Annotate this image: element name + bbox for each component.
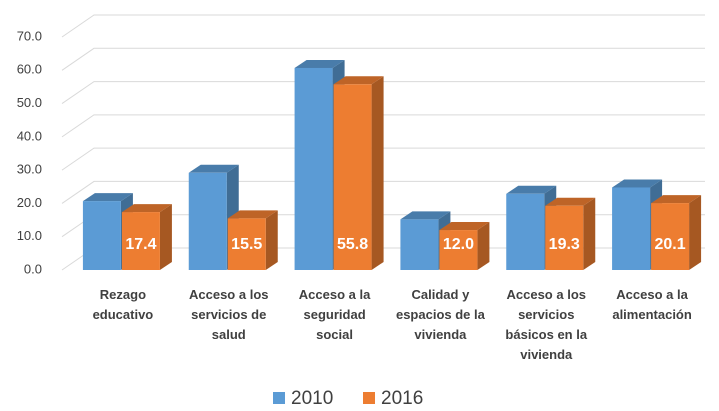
grid-line <box>61 114 705 138</box>
x-tick-label-line: Acceso a la <box>616 287 688 302</box>
value-label: 12.0 <box>443 236 474 253</box>
y-tick-label: 30.0 <box>17 162 42 177</box>
bar <box>121 204 172 270</box>
bar-side <box>159 204 172 270</box>
x-tick-label-line: básicos en la <box>505 327 587 342</box>
legend-swatch <box>363 392 375 404</box>
bar-top <box>651 195 702 204</box>
x-tick-label-line: educativo <box>93 307 154 322</box>
bar-front <box>82 201 121 270</box>
bar-front <box>400 219 439 270</box>
x-tick-label-line: Acceso a los <box>507 287 587 302</box>
bar-front <box>612 187 651 270</box>
y-tick-label: 60.0 <box>17 62 42 77</box>
x-tick-label-line: servicios de <box>191 307 266 322</box>
legend-label: 2010 <box>291 388 333 409</box>
bar-side <box>689 195 702 270</box>
x-tick-label: Acceso a los servicios básicos en la vivien… <box>505 287 587 362</box>
x-tick-label-line: Acceso a los <box>189 287 269 302</box>
bar-side <box>477 222 490 270</box>
x-tick-label-line: vivienda <box>520 347 573 362</box>
grid-line <box>61 180 705 204</box>
x-tick-label: Acceso a la seguridad social <box>299 287 371 342</box>
x-tick-label-line: espacios de la <box>396 307 486 322</box>
value-label: 20.1 <box>655 236 686 253</box>
legend-label: 2016 <box>381 388 423 409</box>
grid-line <box>61 81 705 104</box>
x-tick-label: Calidad y espacios de la vivienda <box>396 287 486 342</box>
bar-side <box>265 210 278 270</box>
bar-top <box>612 179 663 188</box>
bar-top <box>121 204 172 213</box>
bar-front <box>545 205 584 270</box>
bar-side <box>371 76 384 270</box>
grid-line <box>61 147 705 171</box>
bar-front <box>651 203 690 270</box>
bar-front <box>227 218 266 270</box>
bar-top <box>400 211 451 220</box>
y-tick-label: 70.0 <box>17 28 42 43</box>
bar-top <box>227 210 278 219</box>
x-tick-label: Rezago educativo <box>93 287 154 322</box>
x-tick-label-line: seguridad <box>304 307 366 322</box>
legend-swatch <box>273 392 285 404</box>
y-tick-label: 50.0 <box>17 95 42 110</box>
x-tick-label: Acceso a la alimentación <box>612 287 692 322</box>
grid-line <box>61 14 705 38</box>
bar-front <box>333 84 372 270</box>
bar <box>439 222 490 270</box>
bar-top <box>506 185 557 194</box>
bar <box>333 76 384 270</box>
bar-front <box>506 193 545 270</box>
y-tick-label: 40.0 <box>17 128 42 143</box>
bar-side <box>583 197 596 270</box>
bar-top <box>439 222 490 231</box>
bar <box>227 210 278 270</box>
x-tick-label-line: salud <box>212 327 246 342</box>
bar-top <box>545 197 596 206</box>
bar-top <box>294 59 345 68</box>
value-label: 15.5 <box>231 236 262 253</box>
x-tick-label-line: Calidad y <box>412 287 471 302</box>
value-label: 55.8 <box>337 236 368 253</box>
y-tick-label: 20.0 <box>17 195 42 210</box>
x-tick-label-line: alimentación <box>612 307 692 322</box>
value-label: 19.3 <box>549 236 580 253</box>
bar-top <box>333 76 384 85</box>
x-tick-label-line: vivienda <box>414 327 467 342</box>
bar-top <box>82 193 133 202</box>
bar <box>545 197 596 270</box>
x-tick-label-line: servicios <box>518 307 574 322</box>
bar-top <box>188 164 239 173</box>
x-tick-label-line: Rezago <box>100 287 146 302</box>
y-tick-label: 10.0 <box>17 228 42 243</box>
bar-front <box>188 172 227 270</box>
grid-line <box>61 47 705 71</box>
x-tick-label-line: social <box>316 327 353 342</box>
x-tick-label: Acceso a los servicios de salud <box>189 287 269 342</box>
x-tick-label-line: Acceso a la <box>299 287 371 302</box>
bar-front <box>294 67 333 270</box>
bar-front <box>439 230 478 270</box>
bar <box>651 195 702 270</box>
value-label: 17.4 <box>125 236 156 253</box>
y-tick-label: 0.0 <box>24 261 42 276</box>
bar-front <box>121 212 160 270</box>
